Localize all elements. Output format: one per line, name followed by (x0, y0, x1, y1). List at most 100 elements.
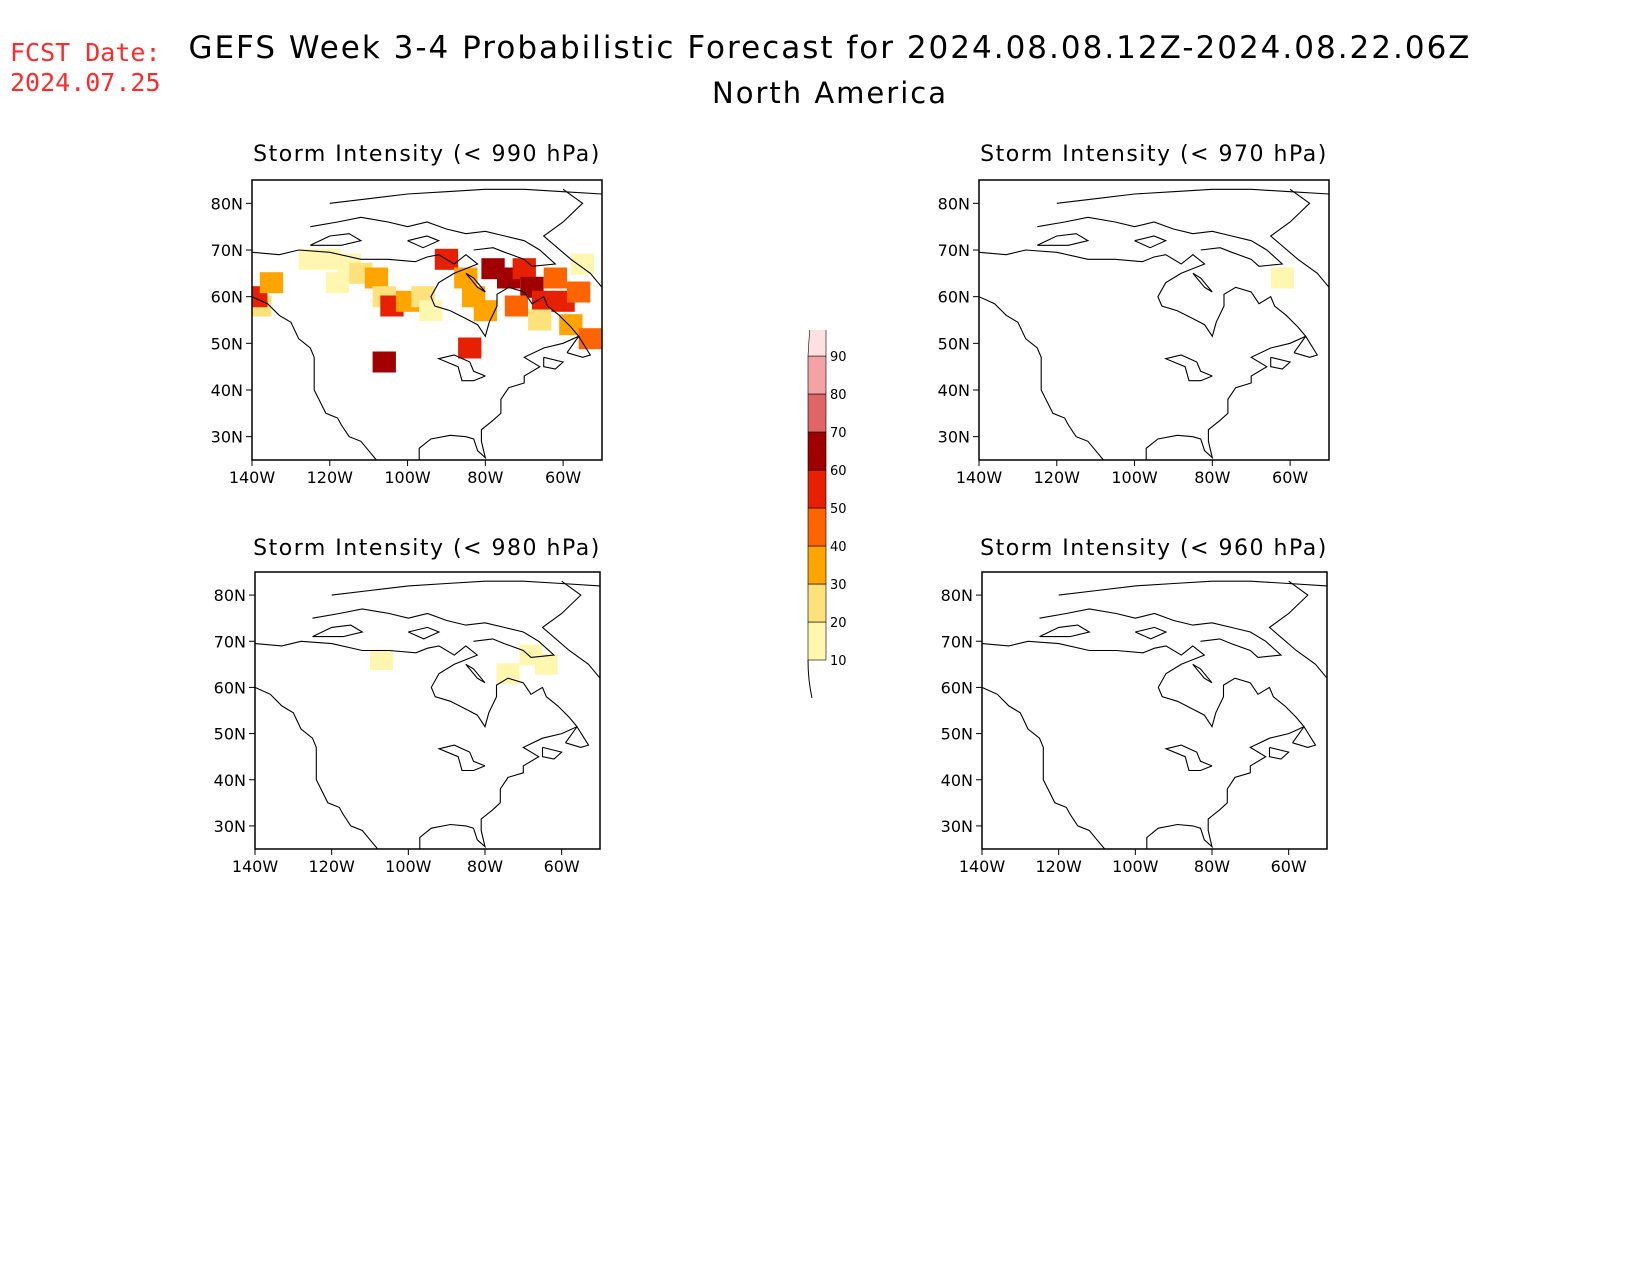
forecast-date-block: FCST Date: 2024.07.25 (10, 38, 161, 98)
lat-tick-label: 80N (211, 194, 243, 213)
lat-tick-label: 30N (214, 817, 246, 836)
lat-tick-label: 50N (214, 725, 246, 744)
coastline (310, 233, 363, 246)
coastline (566, 335, 592, 358)
lon-tick-label: 80W (467, 468, 503, 487)
map-panel-970: 80N 70N 60N 50N 40N 30N 140W 120W 100W 80W 60W (938, 179, 1330, 487)
lat-tick-label: 60N (214, 678, 246, 697)
probability-cell (543, 267, 567, 289)
coastline (1037, 216, 1284, 267)
colorbar-segment (807, 545, 827, 585)
lat-tick-label: 40N (214, 771, 246, 790)
probability-cell (528, 309, 552, 331)
coastline (252, 296, 377, 460)
coastline (436, 354, 486, 382)
coastline (541, 746, 563, 760)
panel-title-960: Storm Intensity (< 960 hPa) (980, 536, 1328, 561)
lat-tick-label: 80N (938, 194, 970, 213)
colorbar-tail (807, 659, 813, 699)
probability-cell (325, 272, 350, 294)
coastline (407, 235, 441, 249)
lon-tick-label: 120W (308, 857, 355, 876)
lat-tick-label: 50N (211, 334, 243, 353)
panel-title-990: Storm Intensity (< 990 hPa) (253, 142, 601, 167)
probability-cell (259, 272, 284, 294)
map-frame (251, 179, 603, 461)
colorbar-label: 50 (830, 502, 847, 517)
colorbar-segment (807, 330, 827, 357)
colorbar-segment (807, 431, 827, 471)
lon-tick-label: 60W (544, 857, 580, 876)
lat-tick-label: 30N (941, 817, 973, 836)
lon-tick-label: 80W (1194, 468, 1230, 487)
map-panel-990: 80N 70N 60N 50N 40N 30N 140W 120W 100W 80W 60W (211, 179, 603, 487)
lat-tick-label: 50N (938, 334, 970, 353)
colorbar-segment (807, 583, 827, 623)
colorbar-label: 80 (830, 388, 847, 403)
probability-cell (370, 649, 393, 671)
lon-tick-label: 60W (1272, 468, 1308, 487)
colorbar-label: 30 (830, 578, 847, 593)
coastline (465, 272, 486, 293)
coastline (465, 663, 486, 684)
probability-cell (473, 300, 497, 322)
probability-cell (364, 267, 389, 289)
probability-cell (567, 281, 591, 303)
probability-cell (570, 253, 595, 275)
lat-tick-label: 30N (938, 428, 970, 447)
coastline (542, 188, 602, 288)
lat-tick-label: 70N (938, 241, 970, 260)
forecast-date-label: FCST Date: (10, 38, 161, 67)
lon-tick-label: 80W (1194, 857, 1230, 876)
colorbar-segment (807, 393, 827, 433)
lon-tick-label: 100W (385, 857, 432, 876)
probability-cell (419, 300, 443, 322)
lat-tick-label: 70N (214, 632, 246, 651)
probability-cell (512, 258, 536, 280)
coastline (1039, 624, 1091, 638)
colorbar-segment (807, 507, 827, 547)
coastline (1056, 188, 1329, 204)
lon-tick-label: 80W (467, 857, 503, 876)
forecast-date-value: 2024.07.25 (10, 68, 161, 97)
lat-tick-label: 40N (941, 771, 973, 790)
probability-cell (532, 290, 556, 312)
coastline (979, 296, 1104, 460)
coastline (331, 580, 600, 596)
probability-cell (534, 653, 558, 675)
lat-tick-label: 40N (938, 381, 970, 400)
lat-tick-label: 80N (214, 586, 246, 605)
lat-tick-label: 60N (938, 288, 970, 307)
map-frame (254, 571, 601, 850)
coastline (312, 624, 364, 638)
panel-title-980: Storm Intensity (< 980 hPa) (253, 536, 601, 561)
lon-tick-label: 120W (307, 468, 354, 487)
lon-tick-label: 140W (956, 468, 1003, 487)
coastline (252, 249, 580, 460)
lon-tick-label: 140W (229, 468, 276, 487)
coastline (1164, 744, 1213, 772)
lon-tick-label: 60W (545, 468, 581, 487)
lat-tick-label: 70N (941, 632, 973, 651)
page-title: GEFS Week 3-4 Probabilistic Forecast for… (188, 30, 1472, 66)
panel-title-970: Storm Intensity (< 970 hPa) (980, 142, 1328, 167)
colorbar-segment (807, 469, 827, 509)
colorbar-segment (807, 355, 827, 395)
lon-tick-label: 100W (384, 468, 431, 487)
lon-tick-label: 100W (1111, 468, 1158, 487)
coastline (1163, 354, 1213, 382)
probability-cell (578, 328, 602, 350)
colorbar-label: 20 (830, 616, 847, 631)
coastline (1268, 746, 1290, 760)
coastline (1037, 233, 1090, 246)
coastline (1192, 272, 1213, 293)
probability-cell (559, 314, 583, 336)
coastline (1058, 580, 1327, 596)
coastline (1268, 580, 1327, 679)
coastline (1135, 626, 1168, 640)
coastline (982, 686, 1106, 849)
lat-tick-label: 60N (211, 288, 243, 307)
probability-cell (1270, 267, 1294, 289)
map-panel-980: 80N 70N 60N 50N 40N 30N 140W 120W 100W 80W 60W (214, 571, 601, 876)
colorbar-label: 90 (830, 350, 847, 365)
